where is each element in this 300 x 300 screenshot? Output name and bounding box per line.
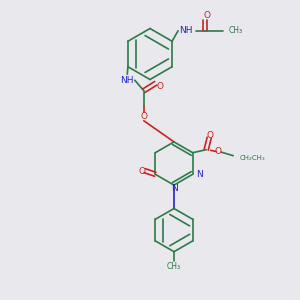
Text: CH₂CH₃: CH₂CH₃ bbox=[239, 155, 265, 161]
Text: CH₃: CH₃ bbox=[229, 26, 243, 35]
Text: O: O bbox=[207, 131, 214, 140]
Text: O: O bbox=[203, 11, 210, 20]
Text: O: O bbox=[140, 112, 147, 121]
Text: CH₃: CH₃ bbox=[167, 262, 181, 271]
Text: NH: NH bbox=[121, 76, 134, 85]
Text: O: O bbox=[157, 82, 164, 91]
Text: NH: NH bbox=[179, 26, 193, 35]
Text: N: N bbox=[196, 170, 203, 179]
Text: N: N bbox=[171, 184, 177, 193]
Text: O: O bbox=[215, 147, 222, 156]
Text: O: O bbox=[138, 167, 145, 176]
